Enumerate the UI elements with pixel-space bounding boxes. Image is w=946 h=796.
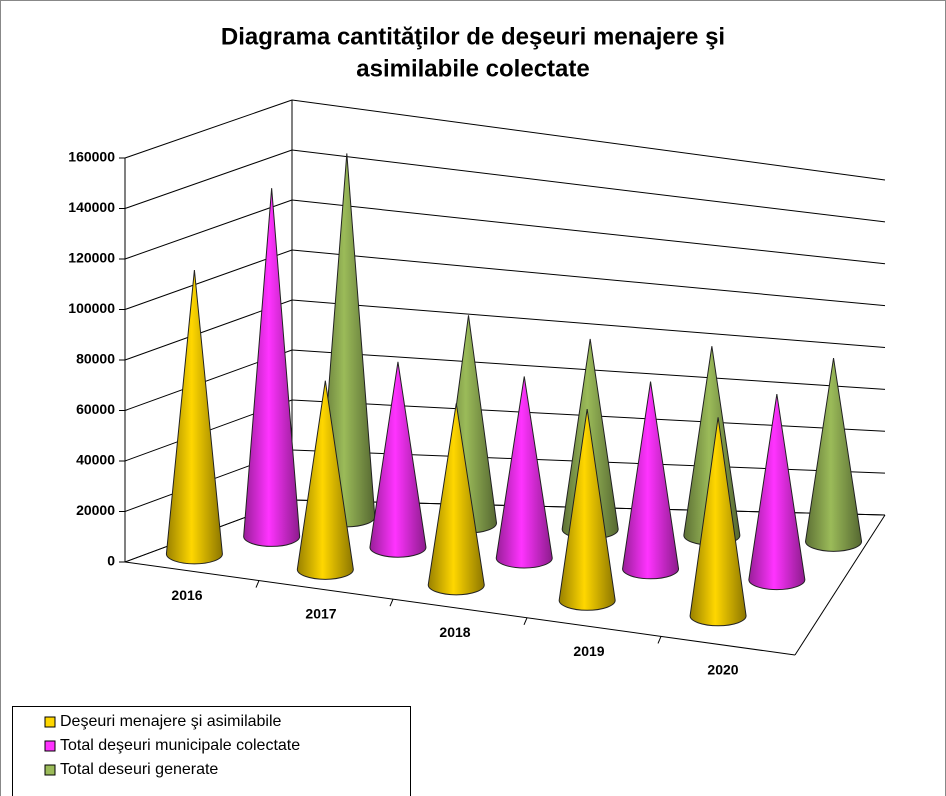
x-tick bbox=[657, 636, 662, 644]
cone bbox=[165, 269, 223, 565]
x-tick-label: 2019 bbox=[573, 643, 604, 659]
y-tick-label: 0 bbox=[107, 553, 115, 569]
grid-line bbox=[124, 249, 293, 310]
cone bbox=[748, 394, 806, 591]
cone bbox=[558, 408, 616, 611]
y-tick-label: 40000 bbox=[76, 452, 115, 468]
cone bbox=[369, 361, 427, 558]
grid-line bbox=[291, 149, 886, 223]
x-tick-label: 2020 bbox=[707, 661, 738, 677]
y-tick-label: 120000 bbox=[68, 250, 115, 266]
cone bbox=[296, 380, 354, 580]
cone bbox=[495, 376, 553, 569]
legend-swatch bbox=[44, 764, 56, 776]
y-tick-label: 20000 bbox=[76, 502, 115, 518]
x-tick bbox=[389, 599, 394, 607]
x-tick bbox=[523, 617, 528, 625]
cone bbox=[689, 417, 747, 627]
cone bbox=[622, 381, 680, 580]
grid-line bbox=[291, 199, 886, 265]
cone bbox=[243, 188, 301, 547]
chart-title: asimilabile colectate bbox=[356, 55, 589, 82]
legend-label: Deşeuri menajere şi asimilabile bbox=[60, 713, 282, 730]
legend: Deşeuri menajere şi asimilabile Total deş… bbox=[44, 713, 300, 778]
y-tick-label: 160000 bbox=[68, 149, 115, 165]
y-tick-label: 60000 bbox=[76, 401, 115, 417]
legend-swatch bbox=[44, 716, 56, 728]
grid-line bbox=[124, 99, 293, 159]
legend-swatch bbox=[44, 740, 56, 752]
cone bbox=[805, 358, 863, 552]
legend-box bbox=[12, 706, 411, 796]
floor-edge bbox=[794, 514, 886, 656]
grid-line bbox=[291, 249, 886, 307]
legend-label: Total deşeuri municipale colectate bbox=[60, 737, 300, 754]
chart-title: Diagrama cantităţilor de deşeuri menajer… bbox=[221, 23, 725, 50]
grid-line bbox=[291, 299, 886, 348]
plot: 0 20000 40000 60000 80000 100000 120000 140000 1… bbox=[68, 99, 886, 677]
floor-edge bbox=[124, 561, 796, 656]
grid-line bbox=[291, 99, 886, 181]
legend-label: Total deseuri generate bbox=[60, 761, 218, 778]
y-tick-label: 140000 bbox=[68, 199, 115, 215]
grid-line bbox=[124, 199, 293, 260]
y-tick-label: 100000 bbox=[68, 300, 115, 316]
x-tick-label: 2017 bbox=[305, 606, 336, 622]
x-tick bbox=[255, 580, 260, 588]
x-tick-label: 2018 bbox=[439, 624, 470, 640]
x-tick-label: 2016 bbox=[171, 587, 202, 603]
grid-line bbox=[124, 149, 293, 209]
cone bbox=[427, 403, 485, 596]
y-tick-label: 80000 bbox=[76, 351, 115, 367]
